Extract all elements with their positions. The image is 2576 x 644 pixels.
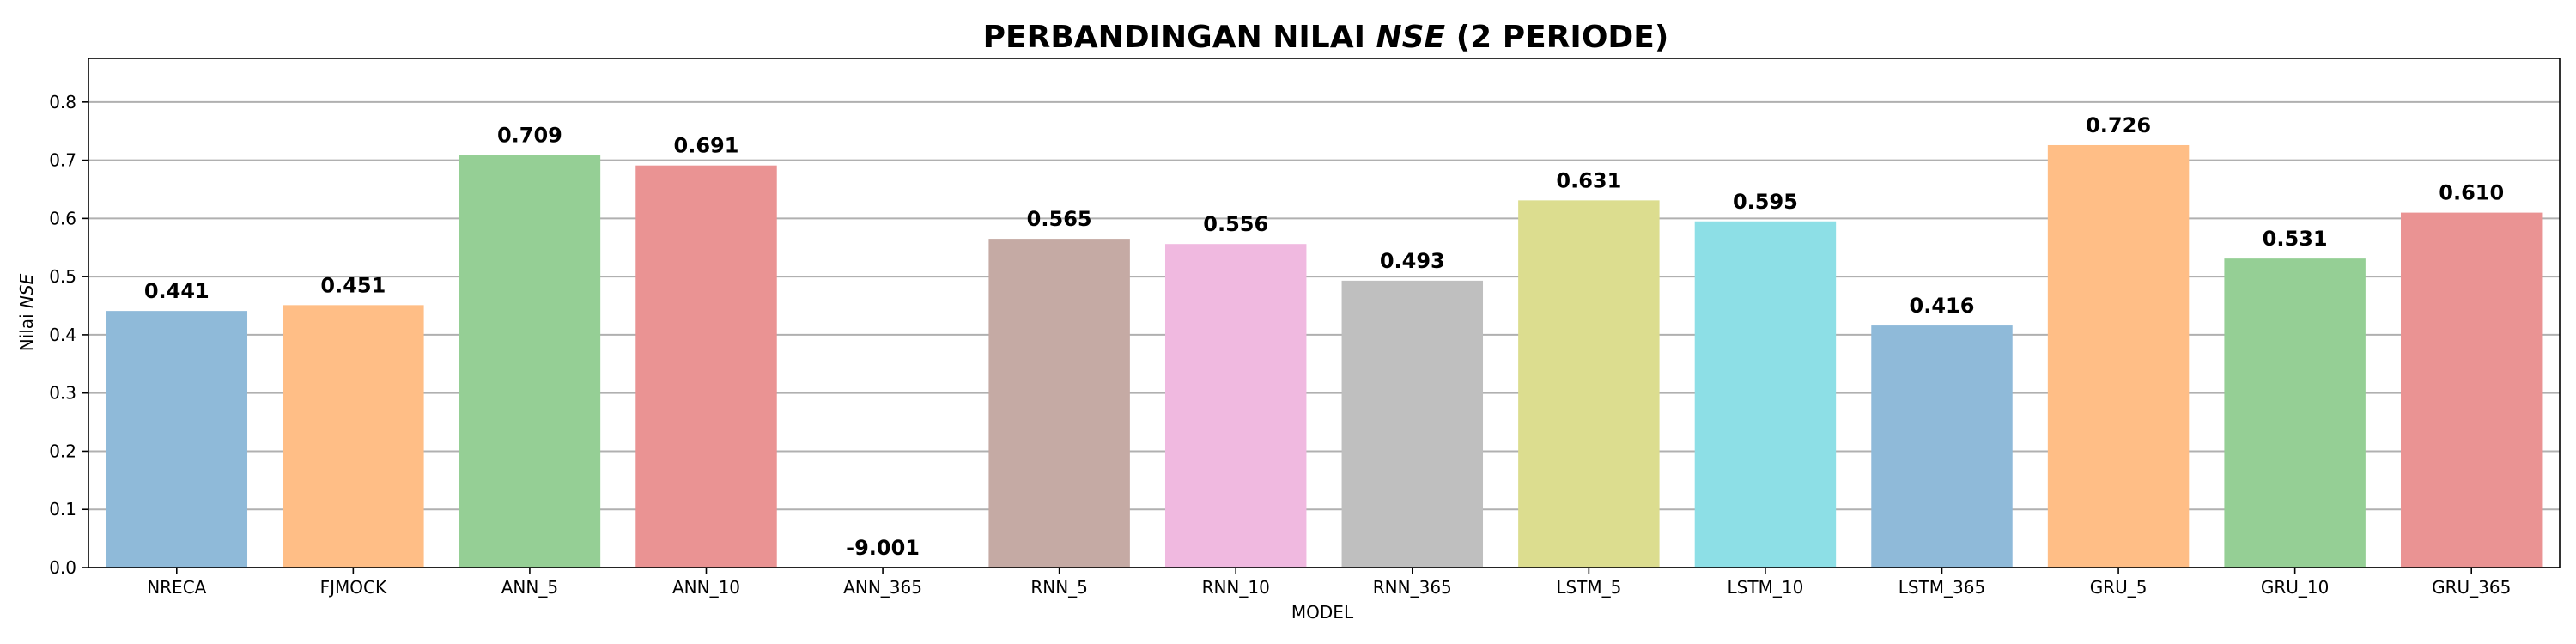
bar-value-label: 0.441 (144, 279, 210, 303)
bar-value-label: 0.556 (1203, 212, 1268, 236)
bar-value-label: 0.531 (2263, 227, 2328, 251)
y-tick-label: 0.4 (49, 325, 76, 345)
bar-value-label: 0.451 (320, 273, 386, 297)
y-tick-label: 0.0 (49, 557, 76, 578)
bar (2224, 258, 2366, 568)
x-tick-label: RNN_5 (1030, 577, 1088, 598)
x-tick-label: NRECA (147, 577, 206, 598)
value-labels: 0.441 0.451 0.709 0.691 -9.001 0.565 0.556 0.49… (144, 113, 2504, 560)
chart-title-part-3: (2 PERIODE) (1445, 20, 1668, 55)
bar (2047, 144, 2190, 568)
x-tick-label: RNN_10 (1202, 577, 1270, 598)
y-axis-label-part-2: NSE (16, 273, 37, 308)
bar (459, 155, 601, 568)
x-tick-label: GRU_5 (2090, 577, 2148, 598)
bar (1694, 221, 1837, 568)
bar-value-label: 0.709 (497, 124, 562, 148)
plot-frame (88, 58, 2561, 568)
bar (1164, 244, 1307, 568)
bar (1341, 280, 1484, 568)
bar-value-label: 0.416 (1910, 294, 1975, 318)
y-tick-label: 0.2 (49, 440, 76, 461)
bar (988, 239, 1130, 568)
chart-title-part-1: PERBANDINGAN NILAI (983, 20, 1376, 55)
y-tick-label: 0.6 (49, 208, 76, 228)
x-tick-label: GRU_10 (2261, 577, 2329, 598)
bar (2400, 212, 2543, 568)
bar-value-label: 0.631 (1556, 168, 1621, 192)
bar (283, 305, 424, 568)
x-tick-label: ANN_365 (843, 577, 922, 598)
x-tick-label: LSTM_365 (1899, 577, 1985, 598)
bars (106, 144, 2543, 568)
y-tick-label: 0.5 (49, 266, 76, 287)
bar (635, 165, 777, 568)
y-tick-label: 0.3 (49, 383, 76, 404)
x-tick-label: GRU_365 (2432, 577, 2511, 598)
x-tick-label: FJMOCK (320, 577, 387, 598)
bar-value-label: -9.001 (846, 536, 920, 560)
bar (1518, 200, 1660, 568)
y-axis-label: Nilai NSE (16, 273, 37, 351)
bar-value-label: 0.691 (674, 134, 739, 158)
y-axis-ticks: 0.0 0.1 0.2 0.3 0.4 0.5 0.6 0.7 0.8 (49, 92, 88, 578)
y-tick-label: 0.8 (49, 92, 76, 112)
x-tick-label: ANN_10 (672, 577, 740, 598)
chart-title: PERBANDINGAN NILAI NSE (2 PERIODE) (983, 20, 1669, 55)
y-tick-label: 0.7 (49, 150, 76, 171)
x-tick-label: RNN_365 (1373, 577, 1452, 598)
bar-value-label: 0.726 (2086, 113, 2151, 137)
bar-value-label: 0.610 (2439, 181, 2504, 205)
chart-title-part-2: NSE (1376, 20, 1446, 55)
x-tick-label: LSTM_5 (1556, 577, 1621, 598)
bar (1871, 325, 2013, 568)
y-axis-label-part-1: Nilai (16, 308, 37, 351)
bar (106, 311, 248, 568)
bar-value-label: 0.493 (1380, 249, 1445, 273)
x-tick-label: LSTM_10 (1728, 577, 1804, 598)
y-tick-label: 0.1 (49, 499, 76, 519)
bar-value-label: 0.595 (1733, 190, 1798, 214)
x-axis-ticks: NRECA FJMOCK ANN_5 ANN_10 ANN_365 RNN_5 RNN_10… (147, 568, 2511, 598)
x-tick-label: ANN_5 (501, 577, 558, 598)
x-axis-label: MODEL (1291, 602, 1354, 623)
bar-value-label: 0.565 (1027, 207, 1092, 231)
